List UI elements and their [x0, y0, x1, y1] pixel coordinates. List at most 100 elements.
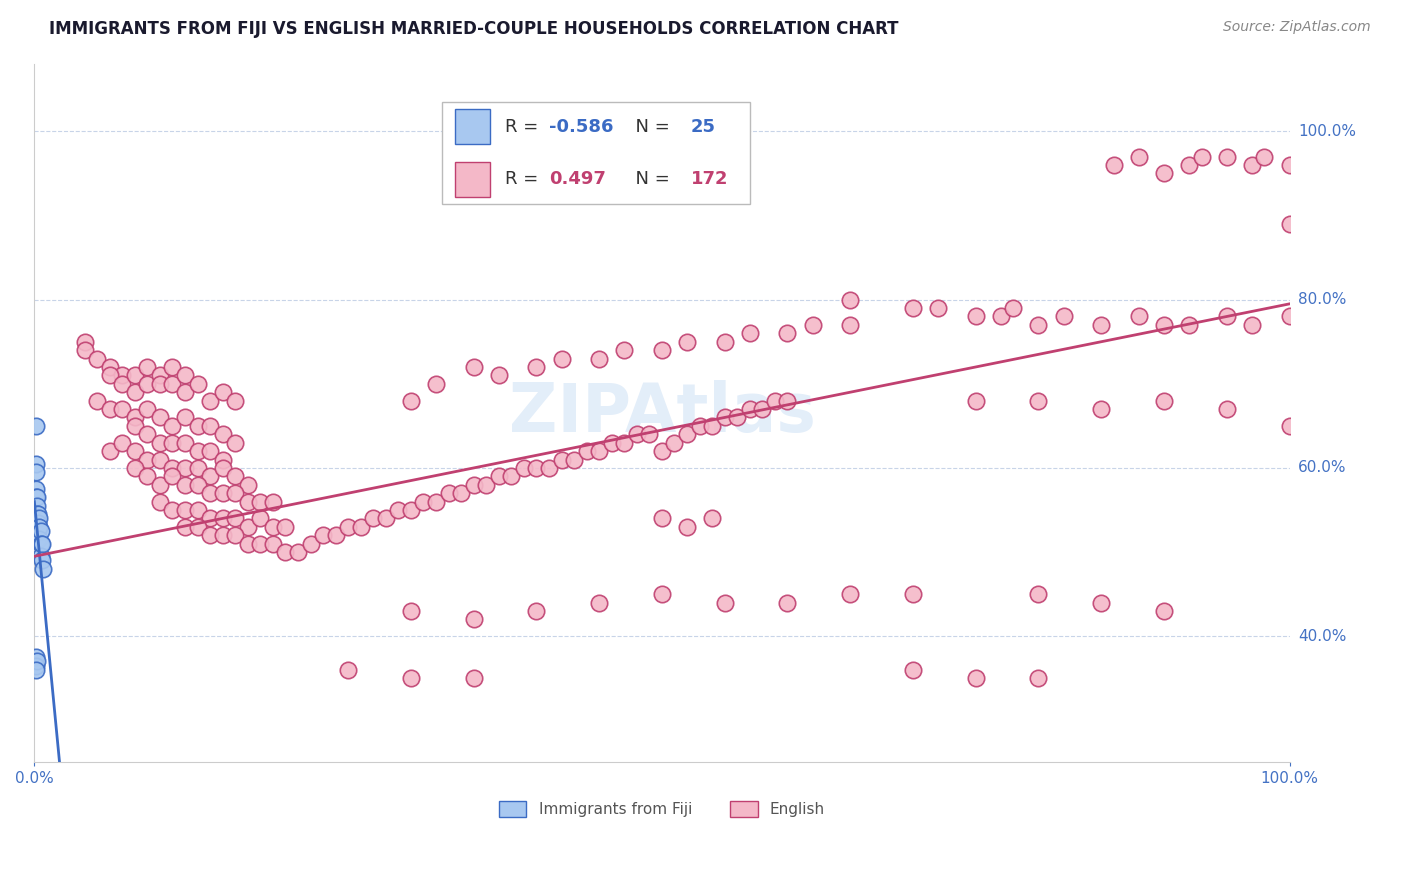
- Point: [211, 511, 233, 525]
- Point: [249, 494, 271, 508]
- Point: [1153, 166, 1175, 180]
- Point: [801, 318, 824, 332]
- Point: [839, 293, 862, 307]
- Point: [1216, 310, 1239, 324]
- Point: [236, 477, 259, 491]
- Point: [751, 402, 773, 417]
- Point: [224, 528, 246, 542]
- Point: [689, 418, 711, 433]
- Point: [965, 393, 987, 408]
- Point: [676, 520, 699, 534]
- Point: [651, 444, 673, 458]
- Point: [236, 536, 259, 550]
- Point: [25, 655, 48, 669]
- Point: [24, 491, 46, 505]
- Point: [990, 310, 1012, 324]
- Point: [162, 376, 184, 391]
- Point: [198, 511, 221, 525]
- Point: [174, 461, 197, 475]
- Point: [1278, 310, 1301, 324]
- Point: [1028, 671, 1050, 685]
- Point: [187, 376, 209, 391]
- Text: IMMIGRANTS FROM FIJI VS ENGLISH MARRIED-COUPLE HOUSEHOLDS CORRELATION CHART: IMMIGRANTS FROM FIJI VS ENGLISH MARRIED-…: [49, 20, 898, 37]
- Point: [613, 435, 636, 450]
- Point: [526, 604, 548, 618]
- Point: [24, 418, 46, 433]
- Point: [174, 385, 197, 400]
- Point: [174, 477, 197, 491]
- Text: -0.586: -0.586: [548, 118, 613, 136]
- Point: [262, 494, 284, 508]
- Point: [236, 494, 259, 508]
- Point: [25, 507, 48, 521]
- Point: [1090, 402, 1112, 417]
- Point: [965, 310, 987, 324]
- Point: [31, 536, 53, 550]
- Text: 60.0%: 60.0%: [1298, 460, 1347, 475]
- Point: [24, 457, 46, 471]
- Point: [187, 477, 209, 491]
- Point: [588, 596, 610, 610]
- Point: [1191, 150, 1213, 164]
- Point: [1216, 402, 1239, 417]
- Point: [337, 663, 360, 677]
- Point: [73, 343, 96, 358]
- Point: [299, 536, 322, 550]
- Point: [27, 524, 49, 538]
- Point: [1052, 310, 1074, 324]
- Point: [111, 376, 134, 391]
- Point: [1028, 587, 1050, 601]
- Text: N =: N =: [624, 118, 676, 136]
- Point: [513, 461, 536, 475]
- Point: [1153, 604, 1175, 618]
- Point: [626, 427, 648, 442]
- Point: [149, 452, 172, 467]
- Point: [174, 435, 197, 450]
- FancyBboxPatch shape: [443, 103, 749, 203]
- Point: [32, 562, 55, 576]
- Point: [211, 452, 233, 467]
- Point: [1216, 150, 1239, 164]
- Point: [24, 663, 46, 677]
- Point: [550, 452, 572, 467]
- Point: [98, 444, 121, 458]
- Point: [187, 418, 209, 433]
- Point: [211, 528, 233, 542]
- Point: [350, 520, 373, 534]
- Point: [27, 507, 49, 521]
- Point: [27, 516, 49, 530]
- Point: [31, 553, 53, 567]
- Point: [763, 393, 786, 408]
- Point: [901, 301, 924, 315]
- Point: [136, 427, 159, 442]
- Text: R =: R =: [505, 118, 544, 136]
- Point: [211, 385, 233, 400]
- Point: [776, 326, 799, 341]
- Point: [702, 511, 724, 525]
- Point: [24, 650, 46, 665]
- Point: [588, 444, 610, 458]
- Point: [450, 486, 472, 500]
- Point: [738, 402, 761, 417]
- Point: [488, 368, 510, 383]
- Point: [162, 359, 184, 374]
- Point: [224, 435, 246, 450]
- Point: [1028, 393, 1050, 408]
- Point: [399, 393, 422, 408]
- Point: [337, 520, 360, 534]
- Point: [676, 334, 699, 349]
- Point: [387, 503, 409, 517]
- Point: [86, 351, 108, 366]
- Point: [776, 596, 799, 610]
- Point: [1102, 158, 1125, 172]
- Point: [713, 596, 735, 610]
- Point: [30, 524, 52, 538]
- Text: 80.0%: 80.0%: [1298, 293, 1346, 307]
- Point: [98, 368, 121, 383]
- Text: N =: N =: [624, 170, 676, 188]
- Point: [927, 301, 949, 315]
- Point: [25, 491, 48, 505]
- Point: [136, 469, 159, 483]
- Point: [412, 494, 434, 508]
- Point: [24, 465, 46, 479]
